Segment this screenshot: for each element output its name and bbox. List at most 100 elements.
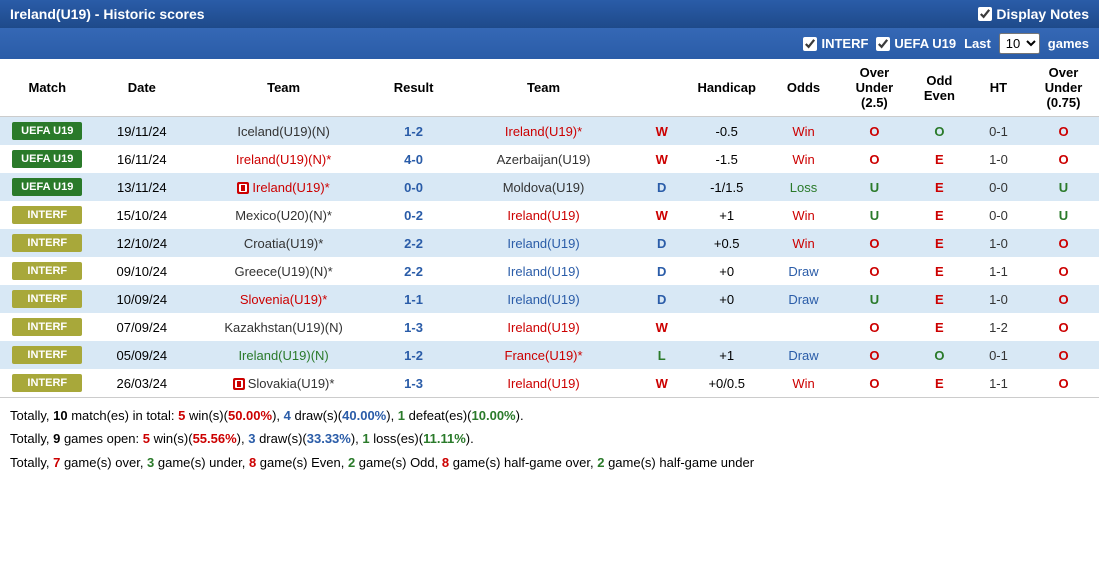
cell-odds: Draw bbox=[768, 285, 839, 313]
col-team-home: Team bbox=[189, 59, 378, 117]
cell-result[interactable]: 0-0 bbox=[378, 173, 449, 201]
match-badge[interactable]: INTERF bbox=[12, 374, 82, 392]
summary-line-1: Totally, 10 match(es) in total: 5 win(s)… bbox=[10, 404, 1089, 427]
cell-team-away[interactable]: Ireland(U19) bbox=[449, 257, 638, 285]
table-row: INTERF 12/10/24Croatia(U19)*2-2Ireland(U1… bbox=[0, 229, 1099, 257]
cell-team-home[interactable]: Ireland(U19)* bbox=[189, 173, 378, 201]
cell-handicap: -1.5 bbox=[685, 145, 768, 173]
cell-ou: O bbox=[839, 145, 910, 173]
match-badge[interactable]: UEFA U19 bbox=[12, 122, 82, 140]
display-notes-toggle[interactable]: Display Notes bbox=[978, 6, 1089, 22]
col-over-under-075: Over Under (0.75) bbox=[1028, 59, 1099, 117]
cell-ht: 1-0 bbox=[969, 145, 1028, 173]
cell-team-home[interactable]: Ireland(U19)(N)* bbox=[189, 145, 378, 173]
summary-block: Totally, 10 match(es) in total: 5 win(s)… bbox=[0, 397, 1099, 480]
cell-ou2: O bbox=[1028, 229, 1099, 257]
filter-bar: INTERF UEFA U19 Last 10 games bbox=[0, 28, 1099, 59]
filter-uefa-checkbox[interactable] bbox=[876, 37, 890, 51]
cell-odds: Loss bbox=[768, 173, 839, 201]
col-odds: Odds bbox=[768, 59, 839, 117]
match-badge[interactable]: UEFA U19 bbox=[12, 178, 82, 196]
match-badge[interactable]: UEFA U19 bbox=[12, 150, 82, 168]
cell-team-home[interactable]: Kazakhstan(U19)(N) bbox=[189, 313, 378, 341]
cell-ou: U bbox=[839, 173, 910, 201]
cell-ou: O bbox=[839, 369, 910, 397]
filter-uefa[interactable]: UEFA U19 bbox=[876, 36, 956, 51]
cell-team-away[interactable]: Azerbaijan(U19) bbox=[449, 145, 638, 173]
filter-interf[interactable]: INTERF bbox=[803, 36, 868, 51]
cell-result[interactable]: 2-2 bbox=[378, 257, 449, 285]
cell-team-away[interactable]: Ireland(U19) bbox=[449, 285, 638, 313]
cell-team-home[interactable]: Greece(U19)(N)* bbox=[189, 257, 378, 285]
match-badge[interactable]: INTERF bbox=[12, 318, 82, 336]
filter-interf-checkbox[interactable] bbox=[803, 37, 817, 51]
cell-result[interactable]: 1-3 bbox=[378, 369, 449, 397]
cell-result[interactable]: 1-2 bbox=[378, 341, 449, 369]
red-card-icon bbox=[233, 378, 245, 390]
cell-result[interactable]: 0-2 bbox=[378, 201, 449, 229]
cell-team-away[interactable]: Ireland(U19) bbox=[449, 369, 638, 397]
filter-uefa-label: UEFA U19 bbox=[894, 36, 956, 51]
col-team-away: Team bbox=[449, 59, 638, 117]
cell-handicap: -0.5 bbox=[685, 117, 768, 146]
col-over-under-25: Over Under (2.5) bbox=[839, 59, 910, 117]
cell-team-away[interactable]: France(U19)* bbox=[449, 341, 638, 369]
cell-team-away[interactable]: Ireland(U19)* bbox=[449, 117, 638, 146]
cell-ht: 1-0 bbox=[969, 229, 1028, 257]
cell-team-away[interactable]: Ireland(U19) bbox=[449, 201, 638, 229]
cell-team-away[interactable]: Ireland(U19) bbox=[449, 313, 638, 341]
cell-handicap: +1 bbox=[685, 341, 768, 369]
cell-oe: E bbox=[910, 201, 969, 229]
cell-date: 05/09/24 bbox=[95, 341, 190, 369]
cell-ht: 0-1 bbox=[969, 341, 1028, 369]
cell-wl: L bbox=[638, 341, 685, 369]
summary-line-3: Totally, 7 game(s) over, 3 game(s) under… bbox=[10, 451, 1089, 474]
cell-team-away[interactable]: Ireland(U19) bbox=[449, 229, 638, 257]
cell-result[interactable]: 1-3 bbox=[378, 313, 449, 341]
table-row: UEFA U1913/11/24Ireland(U19)*0-0Moldova(… bbox=[0, 173, 1099, 201]
cell-date: 26/03/24 bbox=[95, 369, 190, 397]
col-handicap: Handicap bbox=[685, 59, 768, 117]
cell-ht: 1-1 bbox=[969, 257, 1028, 285]
table-body: UEFA U1919/11/24Iceland(U19)(N)1-2Irelan… bbox=[0, 117, 1099, 398]
match-badge[interactable]: INTERF bbox=[12, 262, 82, 280]
cell-match: UEFA U19 bbox=[0, 117, 95, 146]
cell-team-away[interactable]: Moldova(U19) bbox=[449, 173, 638, 201]
cell-match: UEFA U19 bbox=[0, 145, 95, 173]
cell-odds: Win bbox=[768, 229, 839, 257]
cell-team-home[interactable]: Croatia(U19)* bbox=[189, 229, 378, 257]
cell-result[interactable]: 1-1 bbox=[378, 285, 449, 313]
cell-wl: W bbox=[638, 369, 685, 397]
match-badge[interactable]: INTERF bbox=[12, 234, 82, 252]
cell-ht: 0-1 bbox=[969, 117, 1028, 146]
cell-result[interactable]: 4-0 bbox=[378, 145, 449, 173]
cell-date: 12/10/24 bbox=[95, 229, 190, 257]
cell-ou2: U bbox=[1028, 173, 1099, 201]
cell-odds: Win bbox=[768, 145, 839, 173]
match-badge[interactable]: INTERF bbox=[12, 290, 82, 308]
cell-team-home[interactable]: Ireland(U19)(N) bbox=[189, 341, 378, 369]
display-notes-checkbox[interactable] bbox=[978, 7, 992, 21]
cell-ou: O bbox=[839, 313, 910, 341]
table-row: INTERF15/10/24Mexico(U20)(N)*0-2Ireland(… bbox=[0, 201, 1099, 229]
cell-result[interactable]: 1-2 bbox=[378, 117, 449, 146]
cell-odds: Win bbox=[768, 117, 839, 146]
last-games-select[interactable]: 10 bbox=[999, 33, 1040, 54]
cell-match: INTERF bbox=[0, 257, 95, 285]
cell-ou2: O bbox=[1028, 285, 1099, 313]
cell-match: INTERF bbox=[0, 285, 95, 313]
cell-ou2: U bbox=[1028, 201, 1099, 229]
cell-team-home[interactable]: Slovakia(U19)* bbox=[189, 369, 378, 397]
cell-ou: U bbox=[839, 285, 910, 313]
match-badge[interactable]: INTERF bbox=[12, 346, 82, 364]
cell-team-home[interactable]: Slovenia(U19)* bbox=[189, 285, 378, 313]
cell-result[interactable]: 2-2 bbox=[378, 229, 449, 257]
table-row: INTERF07/09/24Kazakhstan(U19)(N)1-3Irela… bbox=[0, 313, 1099, 341]
cell-team-home[interactable]: Iceland(U19)(N) bbox=[189, 117, 378, 146]
col-wl bbox=[638, 59, 685, 117]
cell-odds: Draw bbox=[768, 341, 839, 369]
match-badge[interactable]: INTERF bbox=[12, 206, 82, 224]
cell-handicap: +0/0.5 bbox=[685, 369, 768, 397]
table-row: INTERF10/09/24Slovenia(U19)*1-1Ireland(U… bbox=[0, 285, 1099, 313]
cell-team-home[interactable]: Mexico(U20)(N)* bbox=[189, 201, 378, 229]
